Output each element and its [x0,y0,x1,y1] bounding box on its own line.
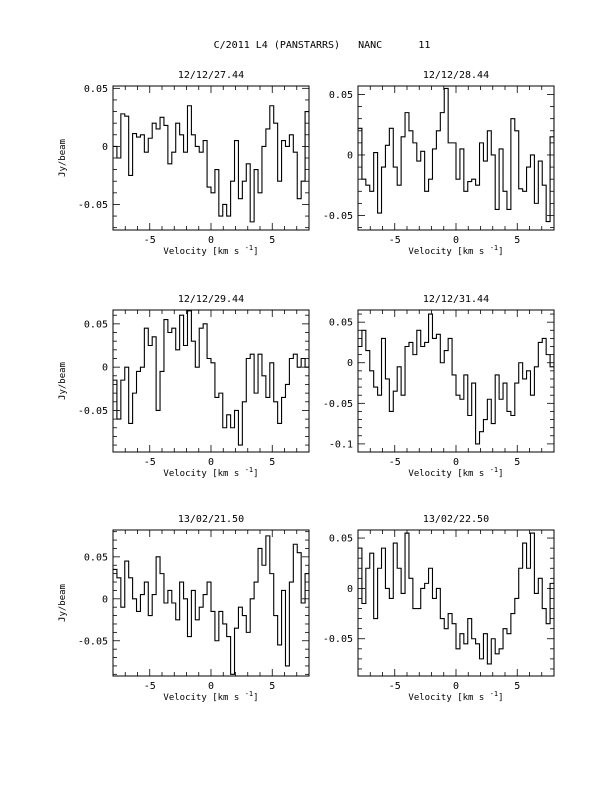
x-axis-label: Velocity [km s -1] [408,466,503,479]
y-tick-label: -0.05 [323,211,353,222]
panel-1: 12/12/27.44 -5 0 5 -0.05 0 0.05 Velocity [km s … [58,70,310,257]
y-tick-label: 0.05 [84,319,108,330]
panel-3: 12/12/29.44 -5 0 5 -0.05 0 0.05 Velocity [km s … [58,294,310,479]
y-axis-label: Jy/beam [58,584,68,622]
x-tick-label: 5 [514,457,520,468]
panel-title: 12/12/27.44 [178,70,244,81]
x-tick-label: 5 [269,235,275,246]
plot-frame [112,85,310,231]
y-tick-label: -0.05 [323,399,353,410]
y-axis-label: Jy/beam [58,362,68,400]
panel-5: 13/02/21.50 -5 0 5 -0.05 0 0.05 Velocity [km s … [58,514,310,703]
spectrum-line [358,87,554,223]
x-tick-label: -5 [389,457,401,468]
x-axis-label: Velocity [km s -1] [163,690,258,703]
panel-2: 12/12/28.44 -5 0 5 -0.05 0 0.05 Velocity [km s … [323,70,555,257]
spectrum-line [113,535,309,675]
x-tick-label: -5 [389,235,401,246]
plot-frame [112,309,310,453]
x-axis-label: Velocity [km s -1] [163,466,258,479]
x-tick-label: -5 [144,235,156,246]
x-tick-label: 0 [453,235,459,246]
x-tick-label: 0 [453,457,459,468]
x-tick-label: 5 [514,681,520,692]
spectrum-line [358,313,554,445]
x-axis-label: Velocity [km s -1] [408,690,503,703]
spectrum-line [358,532,554,665]
y-tick-label: -0.05 [78,200,108,211]
x-tick-label: 5 [269,457,275,468]
plot-frame [357,529,555,677]
y-axis-label: Jy/beam [58,139,68,177]
figure-title: C/2011 L4 (PANSTARRS) NANC 11 [214,40,431,51]
x-axis-label: Velocity [km s -1] [163,244,258,257]
y-tick-label: 0 [347,150,353,161]
y-tick-label: 0.05 [329,90,353,101]
panel-title: 12/12/31.44 [423,294,489,305]
y-tick-label: -0.05 [78,636,108,647]
y-tick-label: -0.05 [323,634,353,645]
x-tick-label: 0 [208,681,214,692]
y-tick-label: 0 [102,594,108,605]
y-tick-label: -0.05 [78,406,108,417]
spectrum-line [113,310,309,446]
panel-title: 12/12/29.44 [178,294,244,305]
y-tick-label: 0 [347,358,353,369]
y-tick-label: 0.05 [84,84,108,95]
spectrum-line [113,105,309,223]
panel-4: 12/12/31.44 -5 0 5 -0.1 -0.05 0 0.05 Velocity [k… [323,294,555,479]
y-tick-label: -0.1 [329,439,353,450]
x-axis-label: Velocity [km s -1] [408,244,503,257]
x-tick-label: 0 [208,457,214,468]
x-tick-label: 0 [208,235,214,246]
panel-6: 13/02/22.50 -5 0 5 -0.05 0 0.05 Velocity [km s … [323,514,555,703]
x-tick-label: 5 [269,681,275,692]
panel-title: 12/12/28.44 [423,70,489,81]
panel-title: 13/02/22.50 [423,514,489,525]
x-tick-label: 0 [453,681,459,692]
x-tick-label: 5 [514,235,520,246]
y-tick-label: 0.05 [329,318,353,329]
panel-title: 13/02/21.50 [178,514,244,525]
y-tick-label: 0.05 [329,534,353,545]
y-tick-label: 0 [102,363,108,374]
x-tick-label: -5 [144,457,156,468]
x-tick-label: -5 [389,681,401,692]
y-tick-label: 0 [102,142,108,153]
x-tick-label: -5 [144,681,156,692]
y-tick-label: 0 [347,584,353,595]
y-tick-label: 0.05 [84,552,108,563]
